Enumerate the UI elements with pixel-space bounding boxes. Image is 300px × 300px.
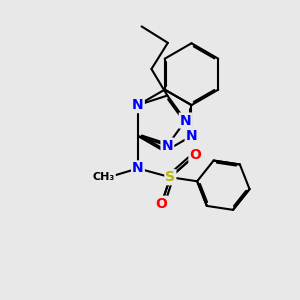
Text: O: O [156,197,167,211]
Text: N: N [186,129,197,143]
Text: S: S [165,170,175,184]
Text: N: N [132,161,144,176]
Text: N: N [180,114,191,128]
Text: O: O [189,148,201,162]
Text: N: N [132,98,144,112]
Text: CH₃: CH₃ [93,172,115,182]
Text: N: N [161,139,173,153]
